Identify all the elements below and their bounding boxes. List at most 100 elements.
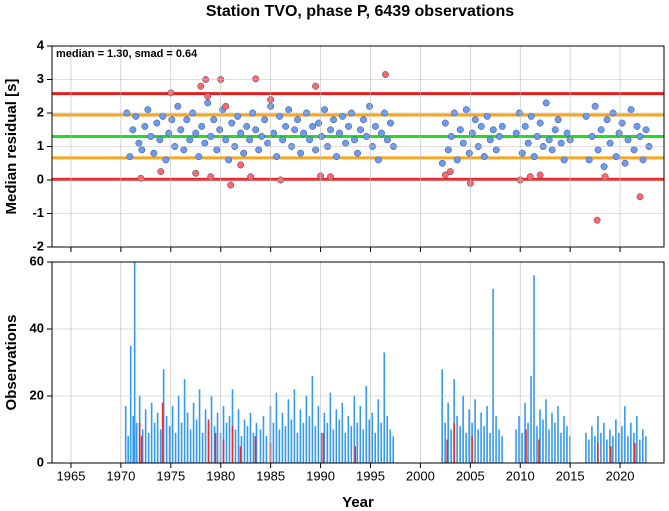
point (588, 133, 596, 140)
point (530, 153, 538, 161)
bar (338, 419, 341, 463)
bar (127, 436, 129, 463)
point (351, 136, 358, 144)
bar (634, 442, 636, 463)
point (252, 126, 260, 134)
point (342, 139, 349, 147)
bar (156, 412, 159, 463)
bar (383, 352, 386, 463)
bar (141, 429, 144, 463)
bar (477, 429, 479, 463)
point (237, 161, 245, 169)
bar (171, 406, 174, 463)
point (477, 122, 485, 130)
bar (624, 406, 626, 463)
bar (153, 422, 156, 463)
point (582, 112, 590, 120)
bar (168, 426, 171, 463)
point (279, 136, 287, 144)
bar (281, 412, 284, 463)
bar (639, 439, 641, 463)
point (201, 139, 209, 147)
bar (272, 422, 275, 463)
point (159, 112, 167, 120)
frame (51, 261, 665, 464)
bar (610, 446, 612, 463)
point (327, 126, 334, 134)
x-axis-label: Year (342, 494, 374, 511)
point (297, 149, 305, 157)
point (633, 122, 641, 130)
point (309, 122, 317, 130)
point (498, 122, 506, 130)
bar (162, 369, 165, 463)
bar (612, 436, 614, 463)
point (228, 119, 236, 127)
bar (597, 442, 599, 463)
bar (545, 399, 547, 463)
point (560, 156, 568, 164)
bar (252, 432, 255, 463)
point (636, 193, 644, 201)
bar (606, 439, 608, 463)
bar (560, 432, 562, 463)
bar (615, 419, 617, 463)
x-tick-label: 1985 (256, 468, 285, 483)
frame (51, 45, 665, 248)
bar (186, 412, 189, 463)
point (456, 126, 464, 134)
point (222, 102, 230, 110)
point (318, 133, 326, 140)
point (495, 133, 503, 140)
point (438, 159, 446, 167)
bar (246, 426, 249, 463)
bar (525, 429, 527, 463)
y-tick-label: 3 (37, 71, 44, 86)
bar (539, 409, 541, 463)
bar (518, 416, 520, 463)
bar (198, 389, 201, 463)
bar (603, 422, 605, 463)
point (132, 112, 140, 120)
point (554, 116, 562, 124)
point (615, 129, 623, 137)
x-tick-label: 2010 (506, 468, 535, 483)
bar (594, 436, 596, 463)
bar (456, 416, 458, 463)
point (168, 116, 176, 124)
point (327, 173, 334, 181)
point (291, 126, 299, 134)
point (234, 112, 242, 120)
point (551, 126, 559, 134)
point (345, 122, 352, 130)
point (585, 156, 593, 164)
bar (354, 446, 357, 463)
bar (368, 419, 371, 463)
point (204, 92, 212, 100)
point (180, 146, 188, 154)
bar (262, 416, 265, 463)
bar (326, 422, 329, 463)
bar (530, 375, 532, 463)
bar (296, 432, 299, 463)
point (527, 112, 535, 120)
point (591, 102, 599, 110)
bar (249, 412, 252, 463)
bar (210, 396, 213, 463)
point (285, 106, 293, 114)
bar (353, 396, 356, 463)
point (563, 129, 571, 137)
bar (350, 426, 353, 463)
point (153, 119, 161, 127)
point (207, 133, 215, 140)
point (264, 139, 272, 147)
bar (135, 422, 138, 463)
x-tick-label: 2020 (606, 468, 635, 483)
bar (180, 422, 183, 463)
point (177, 126, 185, 134)
bar (386, 416, 389, 463)
bar (356, 422, 359, 463)
bar (474, 399, 476, 463)
bar (192, 402, 195, 463)
bar (459, 426, 461, 463)
